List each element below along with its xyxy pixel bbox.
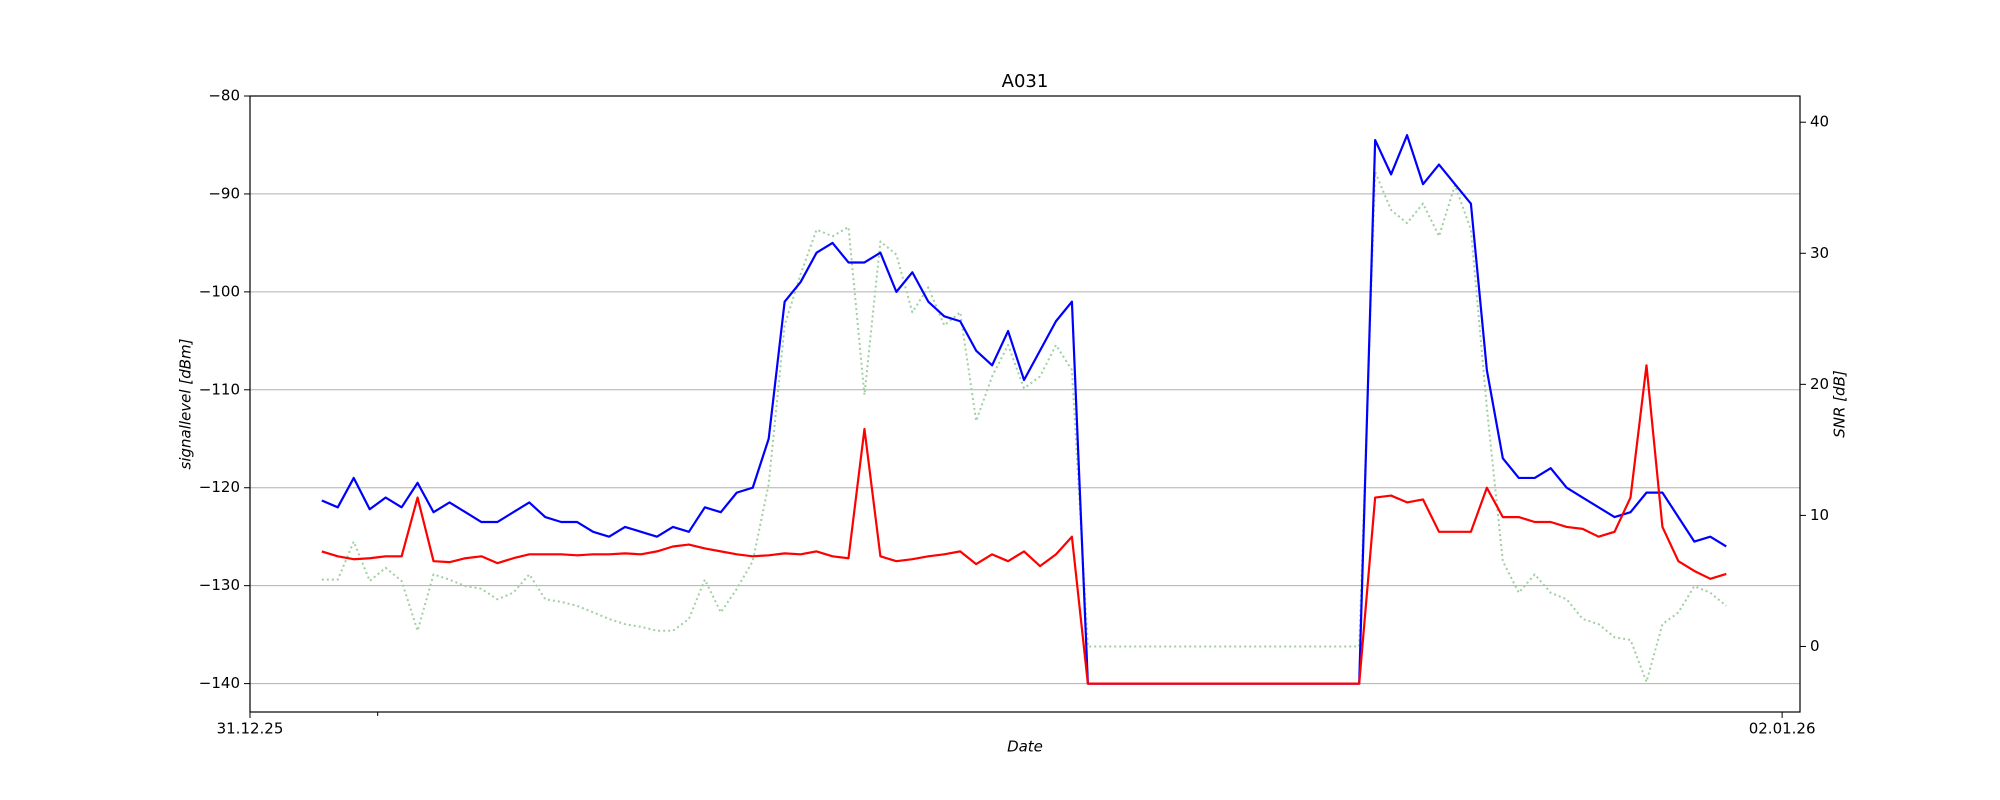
x-tick-label: 31.12.25 — [217, 720, 284, 738]
y-tick-label: −90 — [208, 184, 240, 202]
series-line — [321, 134, 1727, 685]
x-tick-label: 02.01.26 — [1749, 720, 1816, 738]
y-tick-label: −120 — [199, 478, 240, 496]
plot-frame — [249, 95, 1801, 713]
x-axis-label: Date — [1007, 738, 1043, 756]
y2-tick-label: 20 — [1810, 375, 1829, 393]
chart-title: A031 — [1002, 71, 1049, 92]
y-tick-label: −140 — [199, 674, 240, 692]
y-tick-label: −80 — [208, 87, 240, 105]
y2-tick-label: 40 — [1810, 113, 1829, 131]
y2-tick-label: 0 — [1810, 637, 1820, 655]
series-line — [321, 171, 1727, 683]
y-tick-label: −100 — [199, 282, 240, 300]
y2-tick-label: 10 — [1810, 506, 1829, 524]
y2-axis-label: SNR [dB] — [1831, 370, 1849, 438]
y-axis-label: signallevel [dBm] — [177, 338, 195, 469]
y-tick-label: −130 — [199, 576, 240, 594]
series-line — [321, 364, 1727, 685]
y2-tick-label: 30 — [1810, 244, 1829, 262]
y-tick-label: −110 — [199, 380, 240, 398]
